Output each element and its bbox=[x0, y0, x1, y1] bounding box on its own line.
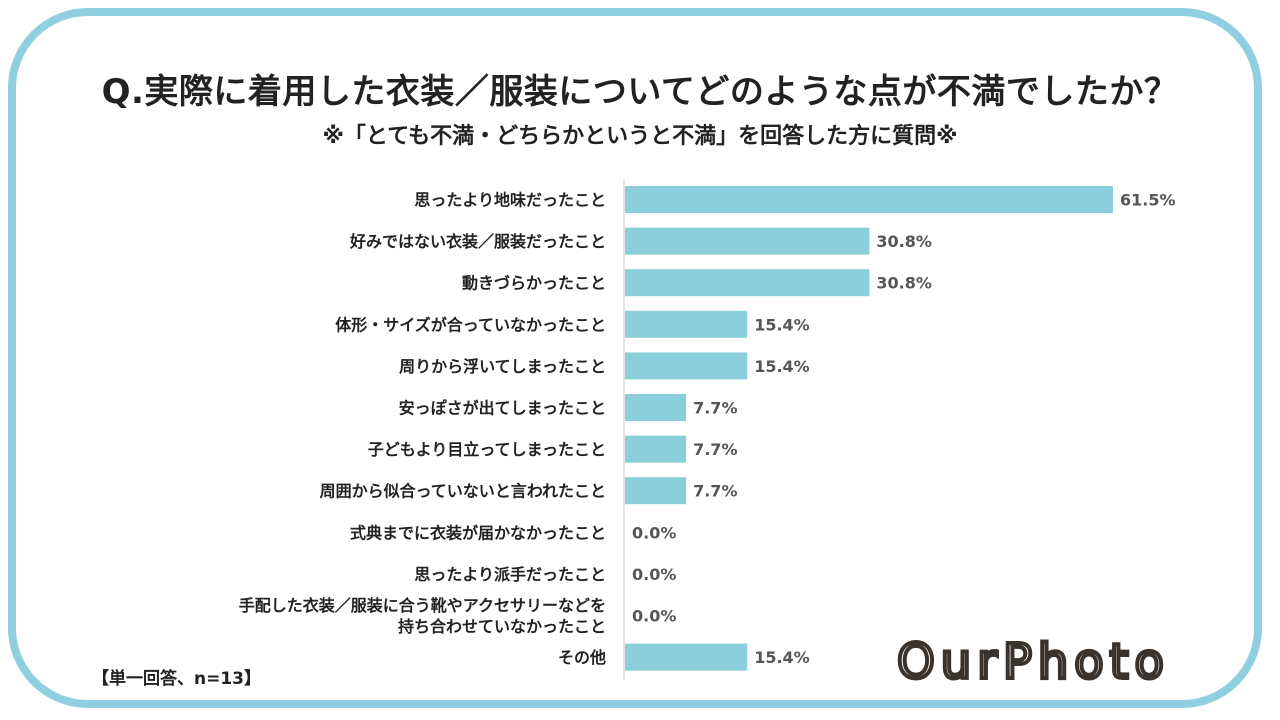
value-label: 7.7% bbox=[693, 482, 737, 501]
bar bbox=[625, 227, 870, 255]
bar bbox=[625, 186, 1113, 213]
category-label: 好みではない衣装／服装だったこと bbox=[349, 232, 606, 251]
value-label: 15.4% bbox=[754, 315, 810, 334]
value-label: 0.0% bbox=[632, 523, 676, 542]
value-label: 30.8% bbox=[876, 274, 932, 293]
value-label: 7.7% bbox=[693, 399, 737, 418]
bar bbox=[625, 643, 748, 671]
category-label: 体形・サイズが合っていなかったこと bbox=[335, 315, 606, 334]
value-label: 0.0% bbox=[632, 607, 676, 626]
category-label: 思ったより派手だったこと bbox=[414, 565, 606, 584]
category-label: 安っぽさが出てしまったこと bbox=[399, 399, 606, 418]
value-label: 15.4% bbox=[754, 648, 810, 667]
bar bbox=[625, 269, 870, 297]
rounded-frame bbox=[8, 8, 1262, 708]
category-label: 子どもより目立ってしまったこと bbox=[368, 440, 606, 459]
value-label: 0.0% bbox=[632, 565, 676, 584]
category-label: 思ったより地味だったこと bbox=[414, 191, 606, 210]
category-label: 式典までに衣装が届かなかったこと bbox=[350, 523, 606, 542]
chart-title: Q.実際に着用した衣装／服装についてどのような点が不満でしたか？ bbox=[101, 72, 1179, 112]
bar bbox=[625, 477, 687, 505]
chart-subtitle: ※「とても不満・どちらかというと不満」を回答した方に質問※ bbox=[322, 124, 958, 149]
category-label: 動きづらかったこと bbox=[462, 274, 606, 293]
category-label: その他 bbox=[558, 648, 606, 667]
value-label: 30.8% bbox=[876, 232, 932, 251]
logo-text: OurPhoto bbox=[897, 634, 1170, 690]
bar bbox=[625, 435, 687, 463]
value-label: 15.4% bbox=[754, 357, 810, 376]
sample-note: 【単一回答、n=13】 bbox=[92, 669, 262, 689]
bar bbox=[625, 352, 748, 380]
ourphoto-logo: OurPhoto bbox=[895, 632, 1170, 692]
bar bbox=[625, 310, 748, 338]
category-label: 手配した衣装／服装に合う靴やアクセサリーなどを bbox=[239, 596, 606, 615]
value-label: 61.5% bbox=[1120, 191, 1176, 210]
category-label: 周囲から似合っていないと言われたこと bbox=[320, 482, 606, 501]
category-label: 持ち合わせていなかったこと bbox=[398, 617, 606, 636]
category-label: 周りから浮いてしまったこと bbox=[399, 357, 606, 376]
bars-group: 61.5% 思ったより地味だったこと 30.8% 好みではない衣装／服装だったこと 30… bbox=[239, 186, 1176, 671]
bar bbox=[625, 394, 687, 421]
value-label: 7.7% bbox=[693, 440, 737, 459]
